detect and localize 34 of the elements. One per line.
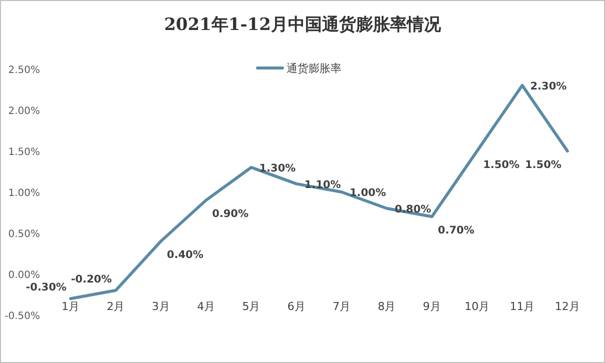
x-tick-label: 10月 [464, 300, 490, 313]
data-label: 1.30% [259, 162, 296, 174]
chart-title: 2021年1-12月中国通货膨胀率情况 [164, 15, 442, 35]
x-tick-label: 5月 [242, 300, 260, 313]
data-label: 2.30% [530, 80, 568, 92]
x-tick-label: 11月 [510, 300, 535, 313]
data-label: 1.50% [524, 159, 562, 171]
legend-label: 通货膨胀率 [286, 62, 342, 75]
data-label: -0.30% [26, 282, 68, 294]
x-tick-label: 3月 [152, 300, 170, 313]
x-tick-label: 7月 [332, 300, 351, 313]
y-tick-label: 1.50% [8, 147, 40, 158]
data-label: -0.20% [70, 273, 112, 286]
x-tick-label: 4月 [197, 300, 216, 313]
y-tick-label: 0.50% [8, 229, 40, 240]
line-series [69, 84, 569, 300]
y-tick-label: 0.00% [8, 270, 40, 281]
x-tick-label: 9月 [422, 300, 441, 313]
data-label: 1.00% [350, 187, 386, 199]
x-tick-label: 6月 [287, 300, 306, 313]
x-tick-label: 1月 [62, 300, 80, 313]
data-label: 1.50% [483, 159, 520, 171]
data-label: 1.10% [304, 178, 342, 191]
y-tick-label: 2.00% [8, 106, 40, 117]
data-label: 0.70% [438, 224, 475, 237]
data-label: 0.90% [212, 208, 249, 220]
data-label: 0.40% [166, 249, 204, 262]
x-tick-label: 2月 [106, 300, 125, 313]
y-tick-label: -0.50% [4, 311, 40, 322]
x-tick-label: 8月 [378, 300, 396, 313]
y-tick-label: 1.00% [8, 188, 40, 199]
y-tick-label: 2.50% [8, 65, 40, 76]
data-label: 0.80% [394, 203, 432, 216]
x-tick-label: 12月 [554, 300, 580, 313]
